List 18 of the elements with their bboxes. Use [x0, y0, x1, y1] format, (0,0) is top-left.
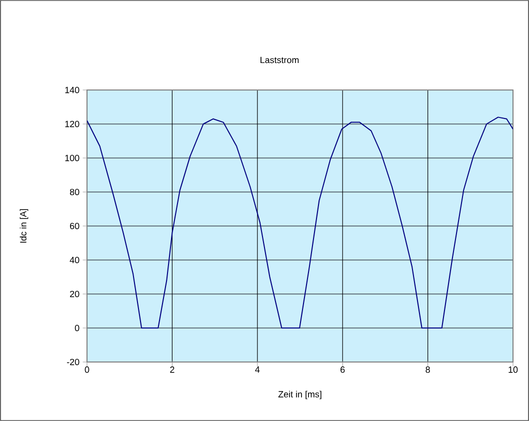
- y-tick-label: 120: [65, 120, 80, 128]
- y-tick-label: 140: [65, 86, 80, 94]
- x-tick-label: 6: [340, 366, 345, 373]
- y-tick-label: 100: [65, 154, 80, 162]
- chart-title: Laststrom: [260, 56, 299, 64]
- y-tick-label: 20: [70, 290, 80, 298]
- y-tick-label: -20: [67, 358, 80, 366]
- y-axis-title: Idc in [A]: [20, 209, 28, 243]
- x-tick-label: 0: [84, 366, 90, 373]
- y-tick-label: 0: [74, 324, 80, 332]
- x-tick-label: 10: [508, 366, 518, 373]
- x-axis-title: Zeit in [ms]: [278, 390, 322, 400]
- x-tick-label: 8: [426, 366, 430, 373]
- y-tick-label: 40: [70, 256, 80, 264]
- x-tick-label: 4: [255, 366, 260, 373]
- y-tick-label: 80: [70, 188, 80, 196]
- x-tick-label: 2: [170, 366, 174, 373]
- y-tick-label: 60: [70, 222, 80, 230]
